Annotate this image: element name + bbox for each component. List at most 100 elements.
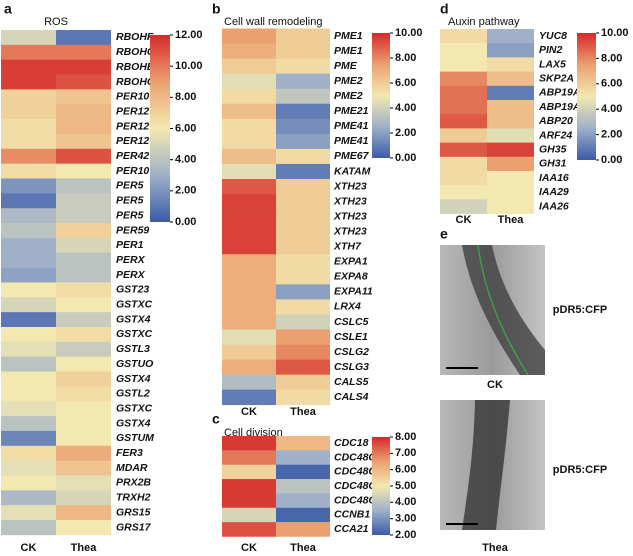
heatmap-cell: [1, 30, 56, 46]
heatmap-cell: [440, 185, 487, 200]
heatmap-cell: [440, 128, 487, 143]
row-label: PME67: [334, 150, 370, 162]
row-label: PIN2: [539, 44, 563, 56]
heatmap-cell: [222, 194, 276, 210]
heatmap-cell: [56, 490, 111, 506]
heatmap-cell: [56, 267, 111, 283]
colorbar-tick-label: 10.00: [601, 27, 629, 39]
heatmap-cell: [222, 389, 276, 406]
heatmap-cell: [222, 344, 276, 360]
heatmap-cell: [56, 505, 111, 521]
panel-label: e: [440, 226, 448, 242]
colorbar-tick-label: 6.00: [395, 77, 416, 89]
heatmap-cell: [56, 119, 111, 135]
row-label: MDAR: [116, 462, 148, 474]
row-label: ARF24: [538, 129, 572, 141]
heatmap-cell: [56, 89, 111, 105]
row-label: CCNB1: [334, 509, 370, 521]
heatmap-cell: [487, 199, 534, 214]
heatmap-cell: [276, 450, 330, 465]
heatmap-cell: [56, 104, 111, 120]
heatmap-cell: [56, 460, 111, 476]
row-label: PER5: [116, 209, 144, 221]
heatmap-cell: [56, 74, 111, 90]
row-label: CALS4: [334, 391, 369, 403]
panel-title: ROS: [44, 16, 68, 28]
heatmap-cell: [222, 299, 276, 315]
heatmap-cell: [222, 163, 276, 180]
row-label: ABP19A: [538, 101, 580, 113]
colorbar-tick-label: 0.00: [175, 216, 196, 228]
row-label: GSTL3: [116, 343, 150, 355]
row-label: PME2: [334, 75, 363, 87]
colorbar-tick-label: 8.00: [395, 52, 416, 64]
heatmap-cell: [276, 314, 330, 330]
heatmap-cell: [222, 269, 276, 285]
heatmap-cell: [276, 194, 330, 210]
heatmap-cell: [440, 85, 487, 101]
heatmap-cell: [440, 29, 487, 44]
row-label: PME2: [334, 90, 363, 102]
row-label: ABP20: [538, 115, 573, 127]
heatmap-cell: [56, 356, 111, 372]
row-label: RBOHC: [116, 46, 155, 58]
heatmap-cell: [1, 327, 56, 343]
colorbar-tick-label: 6.00: [175, 122, 196, 134]
heatmap-cell: [276, 148, 330, 165]
colorbar-tick-label: 4.00: [395, 102, 416, 114]
heatmap-cell: [222, 493, 276, 509]
panel-label: b: [212, 1, 221, 17]
row-label: PME41: [334, 120, 369, 132]
column-label: Thea: [290, 542, 317, 554]
colorbar-tick-label: 2.00: [395, 127, 416, 139]
heatmap-cell: [56, 44, 111, 60]
heatmap-cell: [222, 209, 276, 225]
heatmap-cell: [1, 356, 56, 372]
heatmap-cell: [222, 58, 276, 74]
column-label: CK: [21, 542, 37, 554]
heatmap-cell: [276, 493, 330, 509]
heatmap-cell: [1, 460, 56, 476]
column-label: CK: [456, 214, 472, 226]
heatmap-cell: [276, 163, 330, 180]
heatmap-cell: [222, 329, 276, 345]
colorbar: [372, 33, 390, 158]
heatmap-cell: [222, 374, 276, 390]
heatmap-cell: [276, 118, 330, 135]
column-label: Thea: [498, 214, 525, 226]
row-label: GRS15: [116, 506, 151, 518]
heatmap-cell: [487, 100, 534, 115]
heatmap-cell: [222, 103, 276, 120]
heatmap-cell: [1, 119, 56, 135]
row-label: EXPA8: [334, 271, 368, 283]
heatmap-cell: [1, 178, 56, 194]
row-label: GSTX4: [116, 313, 151, 325]
row-label: XTH23: [333, 195, 367, 207]
heatmap-cell: [222, 43, 276, 59]
heatmap-cell: [1, 237, 56, 254]
heatmap-cell: [1, 297, 56, 313]
row-label: PME1: [334, 30, 363, 42]
heatmap-cell: [56, 59, 111, 75]
heatmap-cell: [1, 252, 56, 268]
row-label: KATAM: [334, 165, 371, 177]
row-label: PME: [334, 60, 358, 72]
heatmap-cell: [222, 450, 276, 465]
heatmap-cell: [276, 329, 330, 345]
caption: Thea: [482, 542, 509, 554]
heatmap-cell: [1, 193, 56, 209]
row-label: PER59: [116, 224, 149, 236]
heatmap-cell: [1, 74, 56, 90]
column-label: CK: [241, 542, 257, 554]
row-label: PER10: [116, 91, 149, 103]
heatmap-cell: [487, 156, 534, 172]
heatmap-cell: [487, 128, 534, 143]
heatmap-cell: [1, 148, 56, 164]
row-label: PER10: [116, 165, 149, 177]
row-label: LRX4: [334, 301, 361, 313]
colorbar-tick-label: 2.00: [175, 185, 196, 197]
heatmap-cell: [56, 520, 111, 536]
row-label: GSTX4: [116, 373, 151, 385]
micrograph-thea: [440, 400, 545, 530]
column-label: CK: [241, 406, 257, 418]
